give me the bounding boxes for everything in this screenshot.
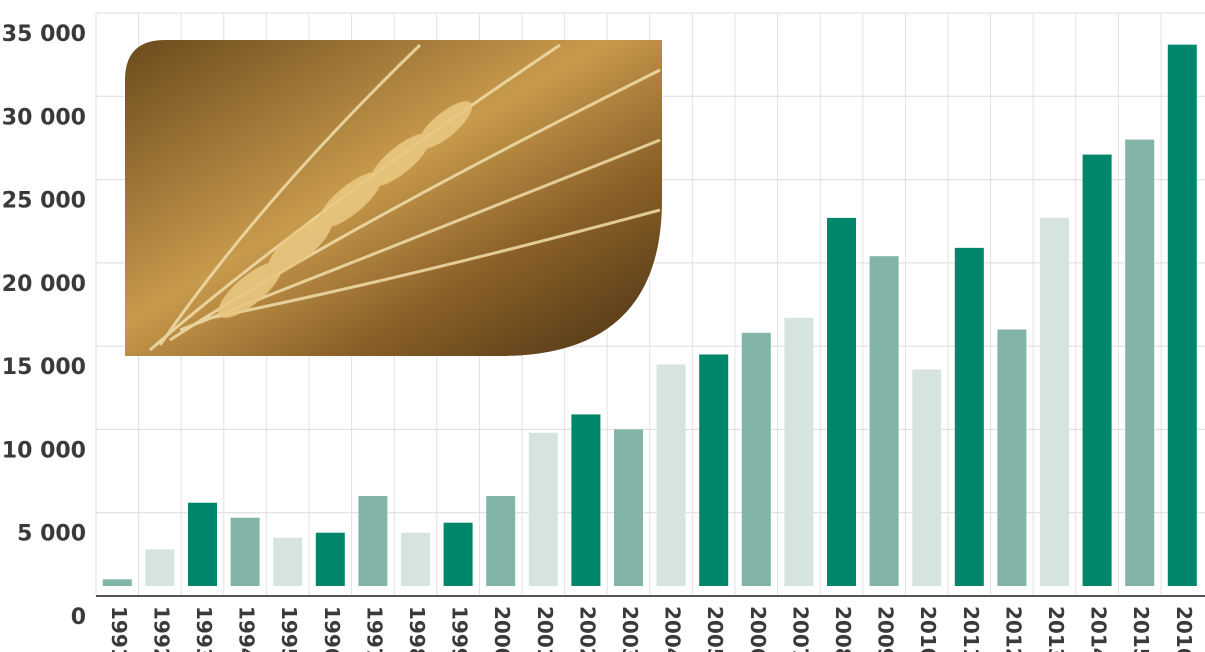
bar — [102, 579, 132, 586]
y-tick-label: 0 — [71, 605, 86, 630]
x-tick-label: 2001 — [533, 606, 557, 652]
bar — [1040, 217, 1069, 586]
bar — [230, 517, 260, 586]
bar — [869, 256, 899, 586]
bar — [1167, 44, 1197, 587]
x-tick-label: 2009 — [874, 606, 898, 652]
x-tick-label: 2005 — [703, 606, 727, 652]
x-tick-label: 2016 — [1172, 606, 1196, 652]
x-tick-label: 1997 — [362, 606, 386, 652]
y-tick-label: 10 000 — [2, 438, 86, 463]
x-tick-label: 1996 — [320, 606, 344, 652]
x-tick-label: 1995 — [277, 606, 301, 652]
x-tick-label: 2011 — [959, 606, 983, 652]
y-tick-label: 20 000 — [2, 272, 86, 297]
x-tick-label: 2008 — [831, 606, 855, 652]
bar — [784, 317, 814, 586]
y-tick-label: 30 000 — [2, 105, 86, 130]
x-tick-label: 1992 — [149, 606, 173, 652]
bar — [1082, 154, 1112, 587]
bar — [614, 429, 643, 586]
bar — [571, 414, 601, 586]
bar — [912, 369, 942, 586]
x-tick-label: 2000 — [490, 606, 514, 652]
x-tick-label: 1991 — [107, 606, 131, 652]
y-tick-label: 25 000 — [2, 189, 86, 214]
photo — [125, 40, 662, 356]
x-tick-label: 2004 — [661, 606, 685, 652]
bar — [188, 502, 217, 586]
bar — [827, 217, 856, 586]
bar — [315, 532, 345, 586]
bar — [954, 247, 984, 586]
y-tick-label: 5 000 — [17, 522, 86, 547]
bar — [699, 354, 729, 586]
x-tick-label: 2013 — [1044, 606, 1068, 652]
bar — [145, 549, 175, 586]
y-tick-label: 15 000 — [2, 355, 86, 380]
bar — [741, 332, 771, 586]
y-tick-label: 35 000 — [2, 22, 86, 47]
x-tick-label: 1994 — [235, 606, 259, 652]
bar — [486, 496, 516, 586]
bar — [273, 537, 303, 586]
bar — [656, 364, 686, 586]
bar — [1125, 139, 1155, 586]
x-tick-label: 1993 — [192, 606, 216, 652]
x-tick-label: 2002 — [575, 606, 599, 652]
x-tick-label: 1998 — [405, 606, 429, 652]
x-tick-label: 1999 — [448, 606, 472, 652]
bar — [358, 496, 388, 586]
x-tick-label: 2012 — [1001, 606, 1025, 652]
bar — [401, 532, 430, 586]
x-tick-label: 2003 — [618, 606, 642, 652]
x-tick-label: 2014 — [1087, 606, 1111, 652]
x-tick-label: 2015 — [1129, 606, 1153, 652]
bar — [997, 329, 1027, 586]
bar — [443, 522, 473, 586]
x-tick-label: 2007 — [788, 606, 812, 652]
x-tick-label: 2006 — [746, 606, 770, 652]
bar — [528, 432, 558, 586]
x-tick-label: 2010 — [916, 606, 940, 652]
